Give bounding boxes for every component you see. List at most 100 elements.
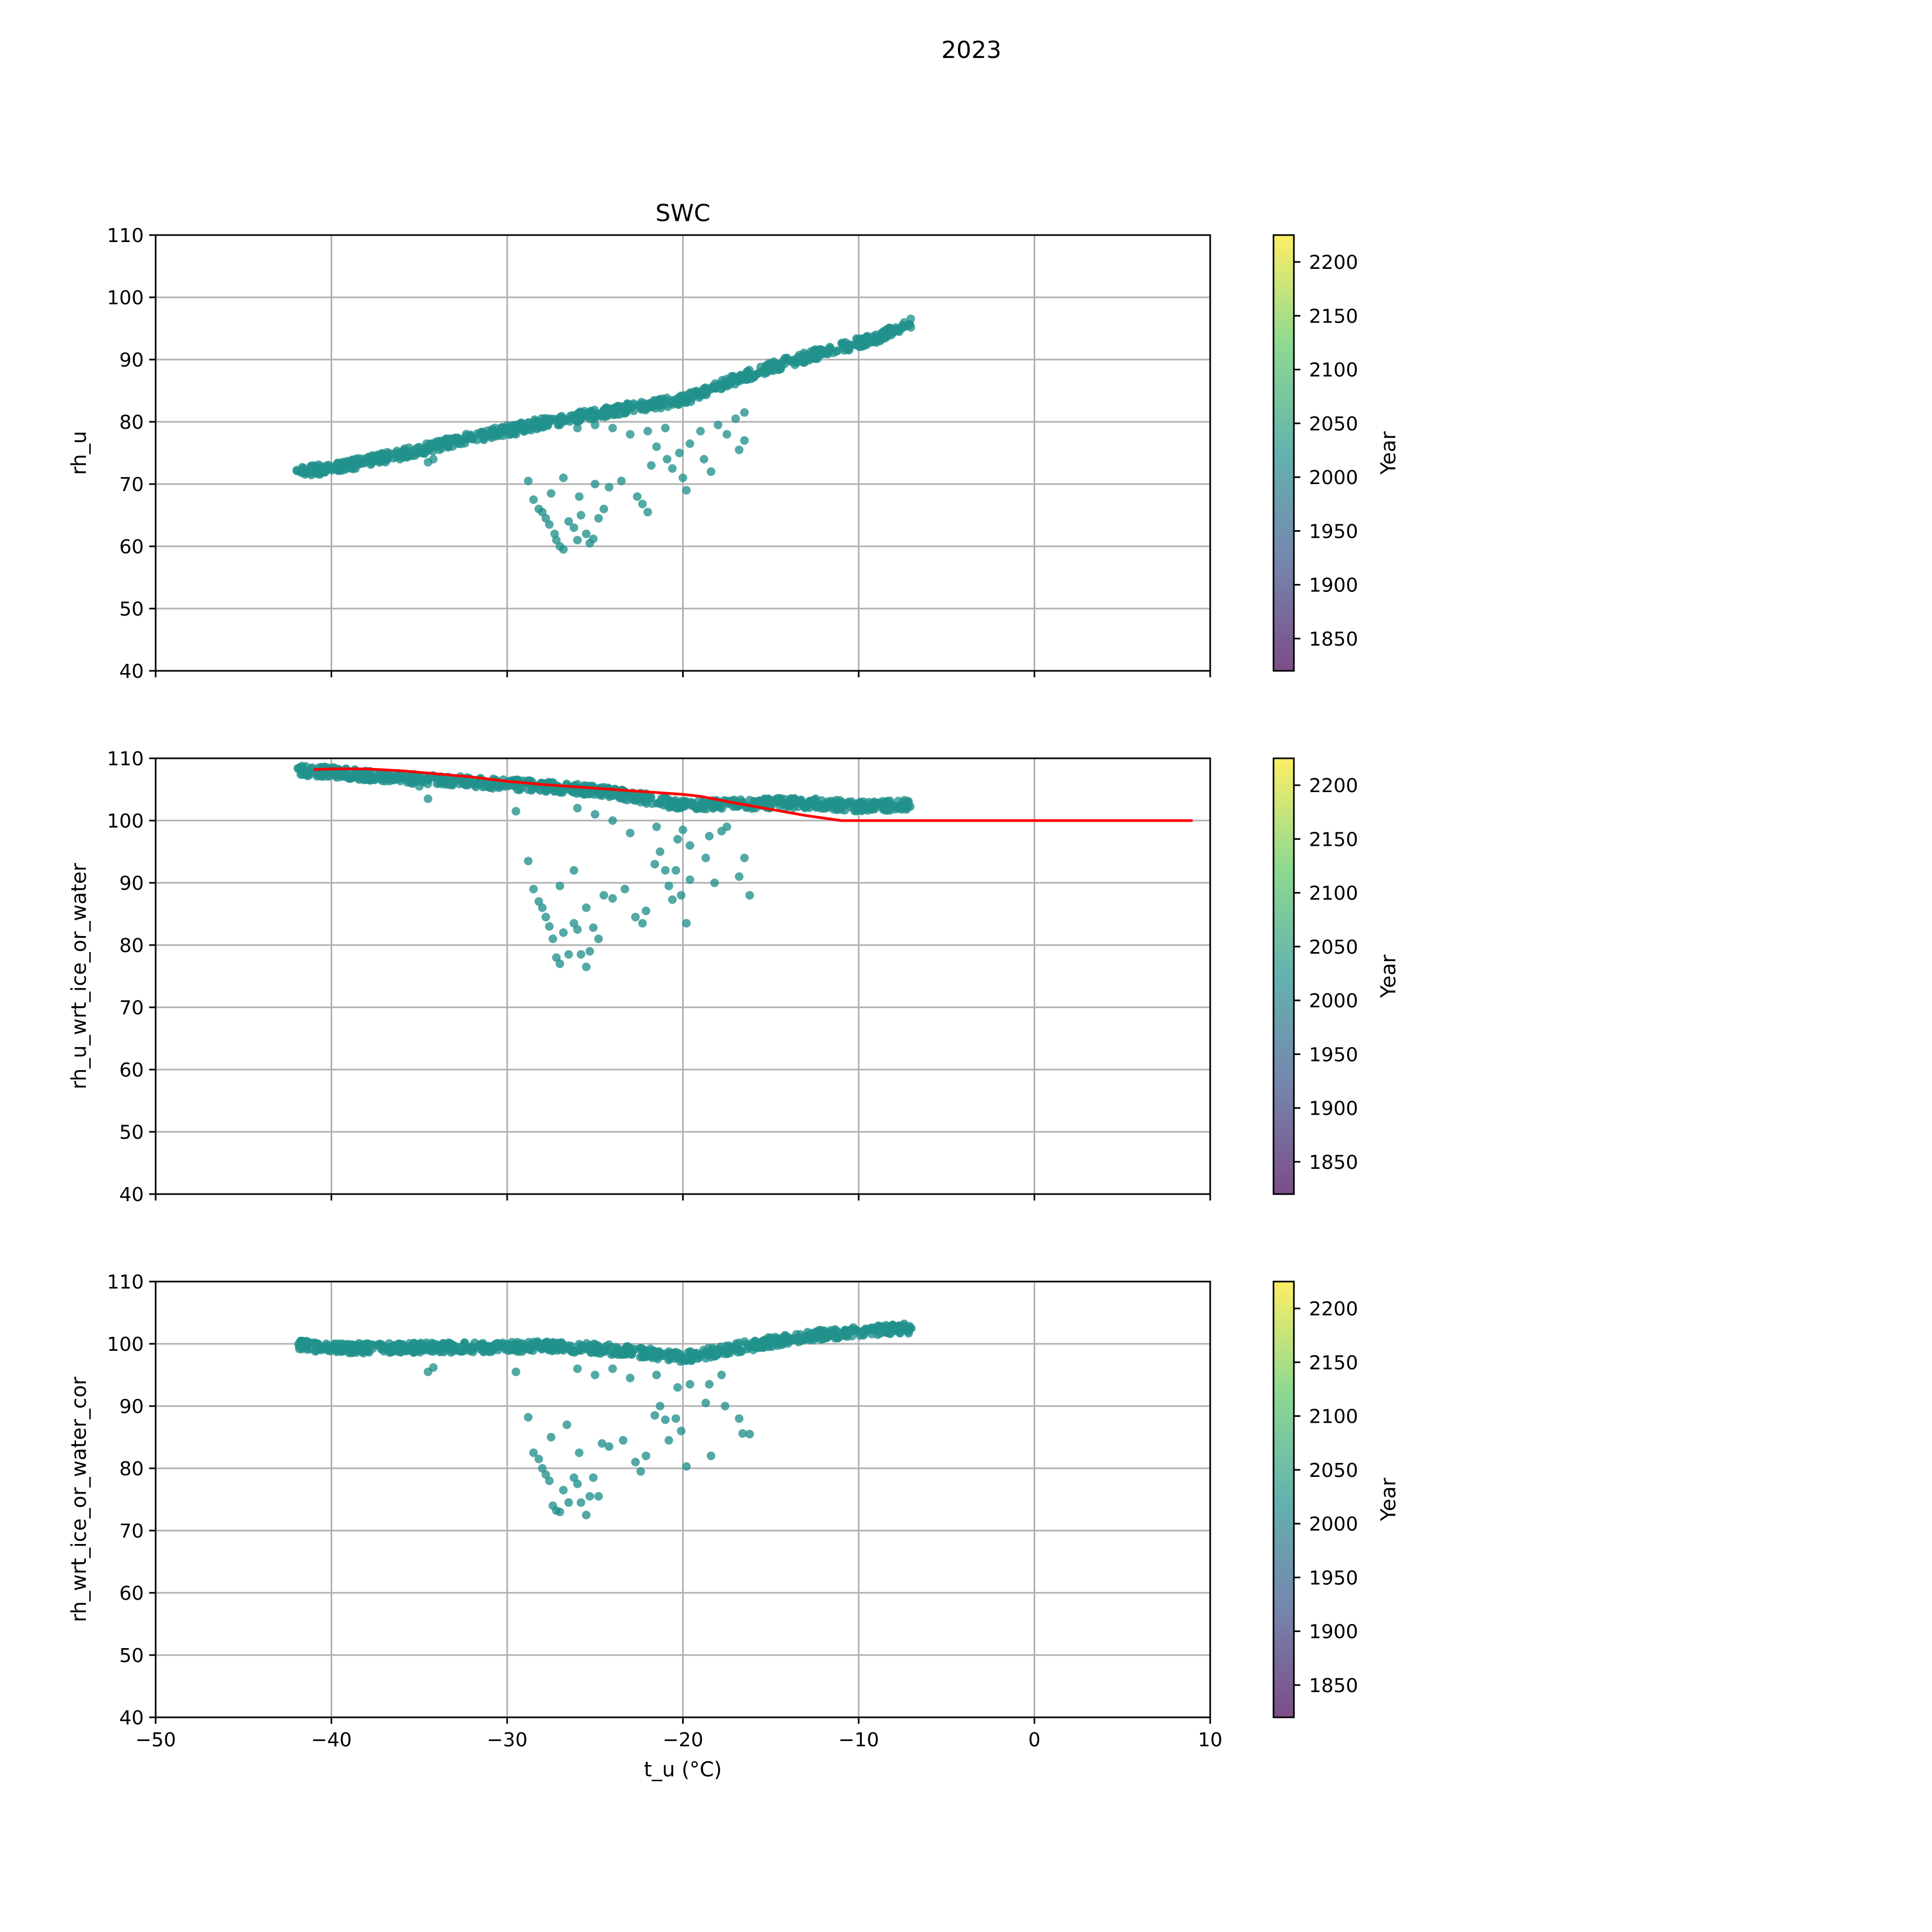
scatter-point — [677, 1426, 686, 1436]
scatter-point — [655, 1402, 664, 1410]
band-point — [349, 456, 358, 465]
scatter-point — [685, 1380, 694, 1389]
scatter-point — [555, 420, 565, 429]
scatter-point — [524, 1413, 533, 1422]
subplot-2: 40 50 60 70 80 90 100 110 rh_u_wrt_ice_or_water 1… — [67, 748, 1400, 1206]
scatter-point — [597, 1439, 606, 1448]
band-point — [577, 1346, 586, 1355]
colorbar-tick-label: 2150 — [1309, 1352, 1358, 1374]
band-point — [437, 436, 446, 445]
band-point — [694, 390, 703, 399]
scatter-point — [705, 832, 714, 840]
colorbar-tick-label: 1900 — [1309, 1098, 1358, 1120]
y-tick-label: 100 — [107, 810, 144, 832]
scatter-point — [582, 962, 591, 971]
band-point — [315, 467, 324, 476]
scatter-point — [538, 1464, 547, 1473]
scatter-point — [608, 423, 617, 433]
scatter-point — [678, 825, 687, 835]
colorbar-tick-label: 1900 — [1309, 575, 1358, 597]
scatter-point — [589, 535, 598, 544]
scatter-point — [664, 881, 674, 890]
band-point — [637, 398, 646, 407]
scatter-point — [608, 816, 617, 825]
y-axis-label: rh_u_wrt_ice_or_water — [67, 863, 91, 1089]
scatter-point — [524, 477, 533, 486]
figure-suptitle: 2023 — [941, 36, 1001, 64]
scatter-point — [652, 1371, 661, 1379]
scatter-point — [655, 847, 664, 856]
band-point — [865, 804, 874, 813]
band-point — [843, 345, 852, 354]
band-point — [610, 1349, 619, 1358]
band-point — [794, 802, 803, 811]
scatter-point — [589, 1473, 598, 1482]
band-point — [837, 803, 846, 812]
band-point — [598, 408, 607, 417]
scatter-point — [636, 1467, 645, 1476]
band-point — [438, 1339, 448, 1348]
band-point — [472, 782, 481, 792]
scatter-point — [701, 1399, 711, 1408]
band-point — [353, 1345, 362, 1355]
y-tick-label: 70 — [119, 1520, 144, 1542]
band-point — [460, 1340, 469, 1349]
band-point — [699, 796, 708, 806]
band-point — [883, 326, 892, 335]
band-point — [856, 335, 865, 345]
scatter-point — [650, 860, 660, 869]
band-point — [482, 431, 491, 441]
scatter-point — [585, 947, 594, 956]
colorbar: 1850 1900 1950 2000 2050 2100 2150 2200 Year — [1272, 1280, 1400, 1718]
band-point — [363, 1344, 372, 1353]
band-point — [718, 376, 727, 385]
scatter-point — [652, 822, 661, 831]
scatter-point — [631, 912, 640, 921]
band-point — [891, 1326, 900, 1335]
colorbar-frame — [1272, 757, 1295, 1195]
scatter-point — [569, 919, 579, 928]
scatter-point — [585, 1492, 594, 1501]
band-point — [493, 1338, 502, 1348]
band-point — [902, 1325, 911, 1334]
scatter-point — [564, 950, 573, 959]
band-point — [525, 1345, 534, 1354]
scatter-point — [552, 953, 561, 962]
band-point — [394, 1340, 404, 1349]
band-point — [445, 439, 454, 448]
colorbar-tick-label: 1850 — [1309, 628, 1358, 650]
scatter-point — [633, 492, 642, 501]
band-point — [867, 1324, 876, 1333]
band-point — [775, 361, 784, 370]
band-point — [825, 346, 834, 355]
band-point — [730, 379, 740, 389]
band-point — [654, 799, 663, 808]
scatter-point — [545, 1476, 554, 1485]
band-point — [636, 1343, 645, 1352]
scatter-point — [722, 430, 731, 439]
scatter-point — [590, 810, 599, 819]
scatter-point — [661, 423, 670, 433]
y-tick-label: 60 — [119, 1583, 144, 1605]
x-tick-label: −40 — [311, 1729, 352, 1751]
scatter-point — [661, 866, 670, 875]
scatter-point — [604, 1442, 613, 1451]
scatter-point — [599, 504, 609, 514]
band-point — [755, 796, 764, 806]
band-point — [715, 803, 724, 812]
scatter-point — [696, 427, 705, 436]
band-point — [840, 1331, 849, 1341]
band-point — [478, 1345, 487, 1354]
band-point — [873, 1330, 882, 1340]
scatter-point — [701, 853, 711, 862]
subplot-title: SWC — [655, 200, 710, 227]
scatter-point — [626, 430, 635, 439]
y-tick-label: 80 — [119, 412, 144, 434]
scatter-point — [620, 884, 630, 894]
scatter-point — [740, 436, 749, 445]
scatter-point — [594, 934, 603, 943]
threshold-line — [313, 767, 1193, 822]
y-tick-label: 80 — [119, 1458, 144, 1480]
band-point — [564, 1341, 573, 1350]
band-point — [680, 398, 690, 407]
